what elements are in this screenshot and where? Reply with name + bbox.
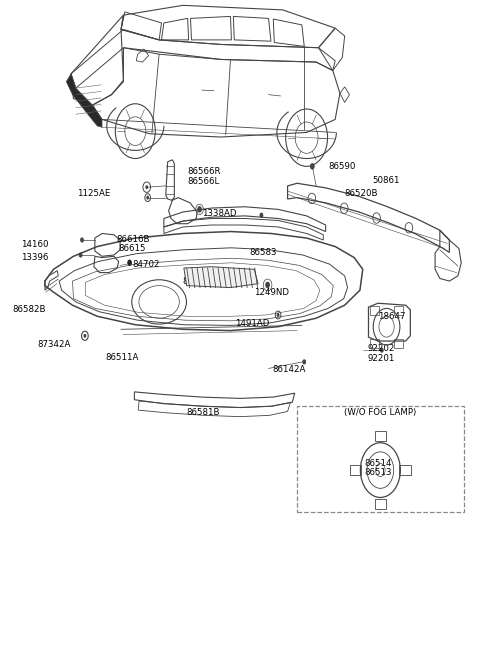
Text: 86590: 86590 [328, 162, 355, 171]
Text: 1491AD: 1491AD [235, 319, 270, 328]
Text: 86581B: 86581B [187, 408, 220, 417]
Circle shape [84, 334, 86, 338]
Text: 86615: 86615 [118, 244, 146, 253]
Text: (W/O FOG LAMP): (W/O FOG LAMP) [344, 408, 417, 417]
Circle shape [380, 348, 384, 353]
Text: 86520B: 86520B [345, 189, 378, 198]
Text: 92202: 92202 [368, 344, 395, 354]
Text: 86551D: 86551D [182, 277, 216, 285]
Text: 86566R: 86566R [188, 167, 221, 176]
Text: 86142A: 86142A [272, 365, 306, 374]
Circle shape [146, 195, 149, 199]
Text: 86616B: 86616B [116, 235, 150, 244]
Text: 86583: 86583 [250, 248, 277, 257]
Text: 18647: 18647 [378, 312, 406, 321]
Circle shape [145, 185, 148, 189]
Text: 86566L: 86566L [188, 178, 220, 186]
Text: 86513: 86513 [365, 468, 392, 477]
Circle shape [276, 313, 279, 317]
Text: 1338AD: 1338AD [202, 209, 237, 218]
Text: 86514: 86514 [365, 459, 392, 468]
Text: 84702: 84702 [132, 260, 159, 268]
Circle shape [265, 281, 270, 288]
Text: 86511A: 86511A [106, 353, 139, 362]
Text: 13396: 13396 [21, 253, 48, 262]
Text: 1125AE: 1125AE [77, 189, 110, 198]
Text: 50861: 50861 [372, 176, 400, 184]
Polygon shape [66, 73, 102, 127]
Text: 14160: 14160 [21, 240, 48, 249]
Circle shape [80, 237, 84, 243]
Text: 1249ND: 1249ND [254, 287, 289, 297]
Text: 87342A: 87342A [37, 340, 71, 350]
Circle shape [79, 253, 83, 258]
Circle shape [127, 260, 132, 266]
Text: 86582B: 86582B [12, 305, 46, 314]
Circle shape [197, 206, 202, 213]
Circle shape [310, 163, 315, 170]
Polygon shape [184, 267, 258, 287]
Circle shape [260, 213, 264, 218]
Circle shape [302, 359, 306, 365]
Text: 92201: 92201 [368, 354, 395, 363]
